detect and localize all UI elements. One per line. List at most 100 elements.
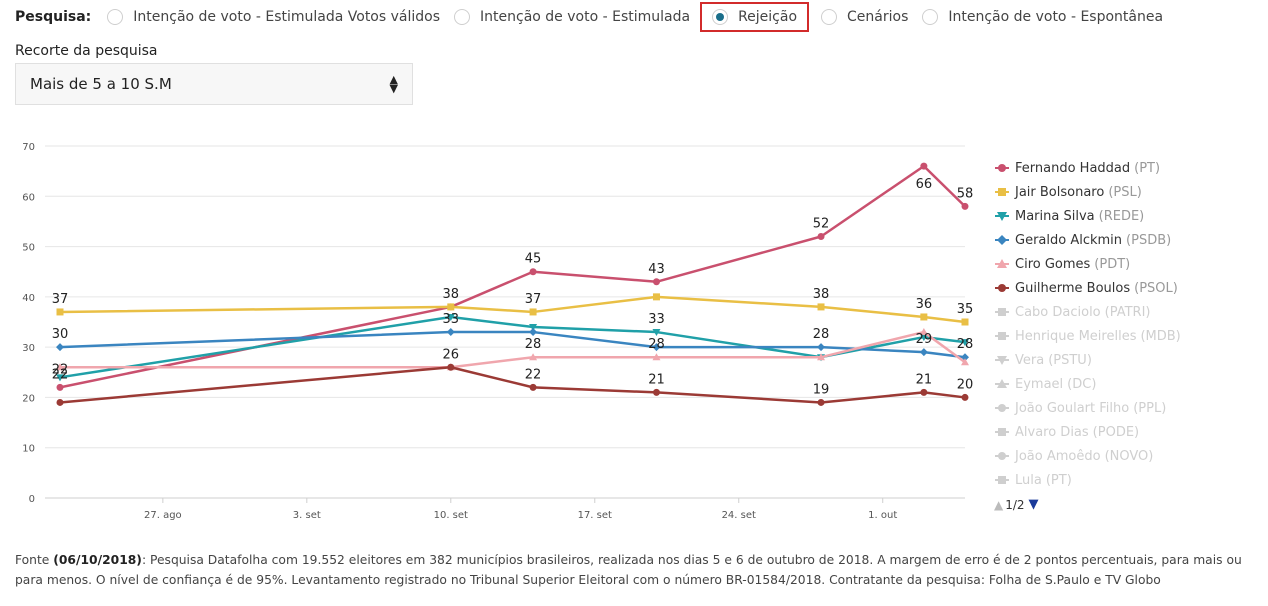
data-point-fernando-haddad bbox=[920, 162, 928, 170]
data-point-geraldo-alckmin bbox=[817, 343, 826, 352]
data-label: 43 bbox=[648, 262, 665, 277]
data-point-marina-silva bbox=[56, 374, 64, 382]
source-footnote: Fonte (06/10/2018): Pesquisa Datafolha c… bbox=[15, 550, 1265, 590]
y-tick-label: 0 bbox=[29, 494, 35, 505]
pager-up-icon[interactable]: ▲ bbox=[994, 497, 1004, 512]
data-point-fernando-haddad bbox=[529, 268, 537, 276]
legend-party: (PSOL) bbox=[1134, 280, 1178, 296]
legend-item[interactable]: João Goulart Filho (PPL) bbox=[995, 396, 1181, 420]
legend-item[interactable]: Lula (PT) bbox=[995, 468, 1181, 492]
legend-party: (PODE) bbox=[1092, 424, 1140, 440]
footnote-date: (06/10/2018) bbox=[53, 553, 142, 567]
radio-espontanea[interactable]: Intenção de voto - Espontânea bbox=[922, 9, 1163, 25]
search-type-bar: Pesquisa: Intenção de voto - Estimulada … bbox=[15, 2, 1177, 32]
data-point-guilherme-boulos bbox=[920, 388, 928, 396]
radio-label: Intenção de voto - Estimulada bbox=[480, 9, 691, 25]
legend-name: Cabo Daciolo bbox=[1015, 304, 1101, 320]
y-tick-label: 50 bbox=[22, 243, 35, 254]
radio-circle[interactable] bbox=[107, 9, 124, 25]
data-point-jair-bolsonaro bbox=[920, 313, 928, 321]
legend-name: Ciro Gomes bbox=[1015, 256, 1091, 272]
data-label: 22 bbox=[525, 367, 542, 382]
legend-item[interactable]: Alvaro Dias (PODE) bbox=[995, 420, 1181, 444]
data-label: 52 bbox=[813, 217, 830, 232]
legend-marker-icon bbox=[995, 185, 1009, 199]
legend-item[interactable]: Eymael (DC) bbox=[995, 372, 1181, 396]
data-label: 26 bbox=[443, 347, 460, 362]
y-tick-label: 20 bbox=[22, 393, 35, 404]
search-type-label: Pesquisa: bbox=[15, 9, 92, 25]
data-label: 28 bbox=[957, 337, 974, 352]
legend-party: (PATRI) bbox=[1104, 304, 1151, 320]
data-label: 20 bbox=[957, 377, 974, 392]
legend-item[interactable]: Marina Silva (REDE) bbox=[995, 204, 1181, 228]
legend-item[interactable]: Jair Bolsonaro (PSL) bbox=[995, 180, 1181, 204]
data-label: 30 bbox=[52, 327, 69, 342]
data-point-geraldo-alckmin bbox=[652, 343, 661, 352]
legend-party: (DC) bbox=[1067, 376, 1097, 392]
radio-cenarios[interactable]: Cenários bbox=[821, 9, 908, 25]
data-label: 21 bbox=[648, 372, 665, 387]
legend-marker-icon bbox=[995, 161, 1009, 175]
radio-selected-dot bbox=[716, 13, 725, 21]
legend-item[interactable]: Henrique Meirelles (MDB) bbox=[995, 324, 1181, 348]
data-point-ciro-gomes bbox=[529, 353, 538, 361]
legend-item[interactable]: Geraldo Alckmin (PSDB) bbox=[995, 228, 1181, 252]
legend-party: (PSDB) bbox=[1126, 232, 1172, 248]
x-tick-label: 1. out bbox=[868, 510, 897, 521]
radio-rejeicao[interactable]: Rejeição bbox=[700, 2, 810, 32]
chart-legend: Fernando Haddad (PT) Jair Bolsonaro (PSL) Ma… bbox=[995, 156, 1181, 492]
data-point-jair-bolsonaro bbox=[652, 293, 660, 301]
legend-name: Jair Bolsonaro bbox=[1015, 184, 1105, 200]
radio-circle[interactable] bbox=[922, 9, 939, 25]
data-point-marina-silva bbox=[961, 339, 969, 347]
legend-name: Lula bbox=[1015, 472, 1042, 488]
pager-text: 1/2 bbox=[1005, 497, 1025, 512]
data-label: 22 bbox=[52, 362, 69, 377]
legend-party: (REDE) bbox=[1098, 208, 1145, 224]
data-label: 37 bbox=[52, 292, 69, 307]
radio-estimulada-votos-validos[interactable]: Intenção de voto - Estimulada Votos váli… bbox=[107, 9, 440, 25]
footnote-text: : Pesquisa Datafolha com 19.552 eleitore… bbox=[15, 553, 1242, 587]
data-label: 38 bbox=[443, 287, 460, 302]
data-point-fernando-haddad bbox=[817, 233, 825, 241]
legend-marker-icon bbox=[995, 281, 1009, 295]
data-point-ciro-gomes bbox=[961, 358, 969, 366]
data-label: 29 bbox=[916, 332, 933, 347]
legend-marker-icon bbox=[995, 257, 1009, 271]
data-point-guilherme-boulos bbox=[961, 393, 969, 401]
recorte-select[interactable]: Mais de 5 a 10 S.M ▲ ▼ bbox=[15, 63, 413, 105]
data-point-geraldo-alckmin bbox=[446, 328, 455, 337]
data-label: 37 bbox=[525, 292, 542, 307]
radio-circle-selected[interactable] bbox=[712, 9, 729, 25]
footnote-prefix: Fonte bbox=[15, 553, 54, 567]
data-point-marina-silva bbox=[446, 313, 455, 321]
legend-marker-icon bbox=[995, 233, 1009, 247]
x-tick-label: 27. ago bbox=[144, 510, 182, 521]
legend-item[interactable]: Ciro Gomes (PDT) bbox=[995, 252, 1181, 276]
legend-item[interactable]: João Amoêdo (NOVO) bbox=[995, 444, 1181, 468]
legend-name: Alvaro Dias bbox=[1015, 424, 1089, 440]
legend-name: Henrique Meirelles bbox=[1015, 328, 1137, 344]
y-tick-label: 40 bbox=[22, 293, 35, 304]
data-point-marina-silva bbox=[529, 324, 538, 332]
data-label: 36 bbox=[916, 297, 933, 312]
radio-estimulada[interactable]: Intenção de voto - Estimulada bbox=[454, 9, 690, 25]
pager-down-icon[interactable]: ▼ bbox=[1028, 497, 1039, 512]
y-tick-label: 70 bbox=[22, 142, 35, 153]
radio-circle[interactable] bbox=[821, 9, 838, 25]
y-tick-label: 60 bbox=[22, 192, 35, 203]
legend-item[interactable]: Guilherme Boulos (PSOL) bbox=[995, 276, 1181, 300]
radio-circle[interactable] bbox=[454, 9, 471, 25]
data-point-ciro-gomes bbox=[652, 353, 661, 361]
legend-name: João Goulart Filho bbox=[1015, 400, 1130, 416]
radio-label: Intenção de voto - Espontânea bbox=[948, 9, 1164, 25]
data-label: 28 bbox=[525, 337, 542, 352]
data-label: 19 bbox=[813, 382, 830, 397]
legend-item[interactable]: Vera (PSTU) bbox=[995, 348, 1181, 372]
legend-item[interactable]: Cabo Daciolo (PATRI) bbox=[995, 300, 1181, 324]
x-tick-label: 3. set bbox=[293, 510, 321, 521]
legend-marker-icon bbox=[995, 473, 1009, 487]
legend-item[interactable]: Fernando Haddad (PT) bbox=[995, 156, 1181, 180]
legend-party: (PDT) bbox=[1094, 256, 1131, 272]
